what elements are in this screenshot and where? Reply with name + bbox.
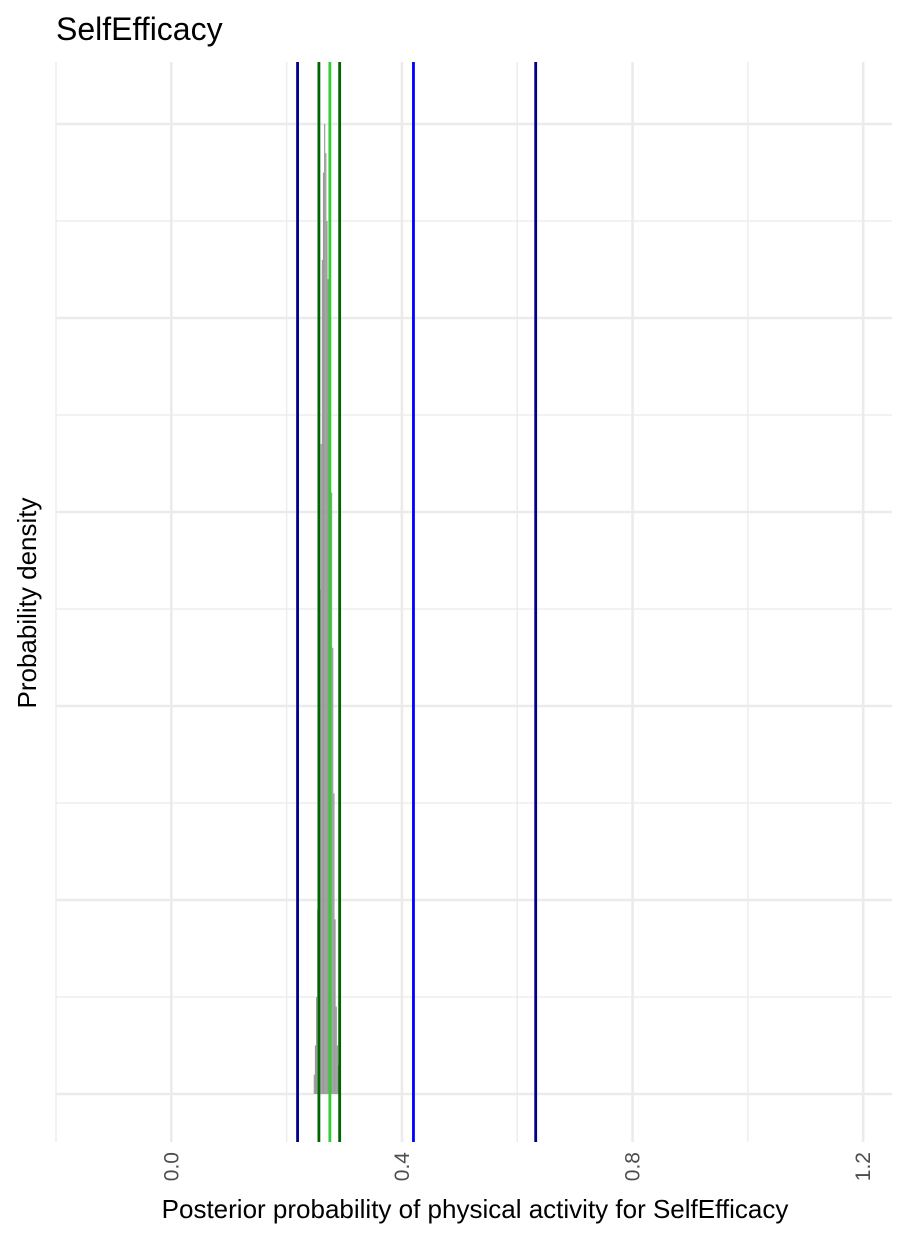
histogram-bar — [322, 172, 325, 1094]
histogram-bar — [334, 919, 336, 1094]
histogram-bar — [321, 259, 323, 1094]
histogram-bar — [335, 1006, 337, 1094]
chart-title: SelfEfficacy — [56, 11, 223, 47]
histogram-bar — [326, 221, 328, 1094]
histogram-bar — [336, 1045, 338, 1094]
histogram-bar — [313, 1074, 315, 1094]
histogram-bar — [325, 153, 327, 1095]
x-tick-labels: 0.0 0.4 0.8 1.2 — [160, 1152, 875, 1182]
histogram-bar — [314, 1045, 317, 1094]
x-axis-label: Posterior probability of physical activi… — [162, 1194, 789, 1224]
x-tick-label: 0.4 — [391, 1152, 414, 1182]
grid-major — [56, 62, 892, 1142]
histogram-bar — [316, 997, 318, 1094]
histogram-bar — [320, 444, 322, 1095]
x-tick-label: 0.0 — [160, 1152, 183, 1181]
grid-minor — [55, 62, 892, 1142]
y-axis-label: Probability density — [12, 498, 42, 709]
histogram-bar — [324, 124, 326, 1094]
histogram-bar — [333, 793, 335, 1094]
histogram-bar — [327, 279, 329, 1094]
x-tick-label: 1.2 — [852, 1152, 875, 1181]
histogram-bar — [331, 492, 333, 1095]
histogram-bar — [332, 647, 334, 1094]
reference-lines — [296, 62, 538, 1142]
x-tick-label: 0.8 — [622, 1152, 645, 1181]
